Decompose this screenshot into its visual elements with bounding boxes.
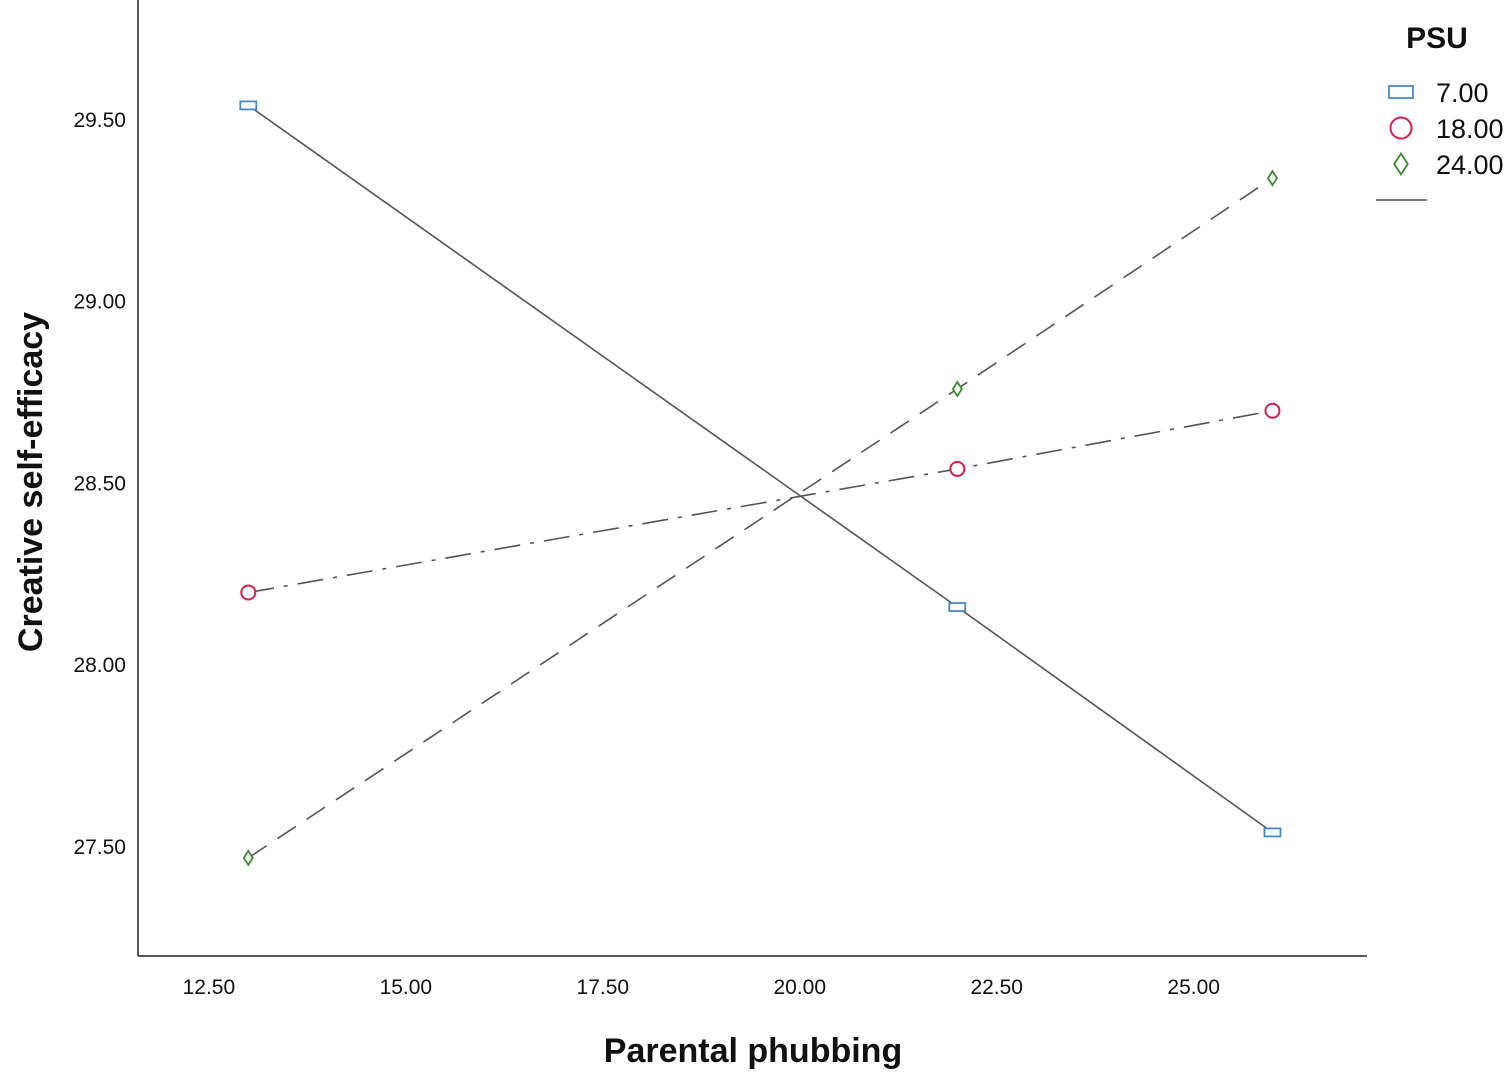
legend-title: PSU <box>1406 22 1468 55</box>
x-axis-title: Parental phubbing <box>604 1032 902 1070</box>
legend-label-0: 7.00 <box>1436 78 1489 108</box>
data-point-marker-series-1 <box>1264 402 1281 419</box>
y-tick-label: 27.50 <box>73 836 126 859</box>
x-tick-label: 25.00 <box>1167 976 1220 999</box>
legend-marker-1 <box>1389 116 1413 140</box>
data-point-marker-series-1 <box>240 584 257 601</box>
legend-marker-2 <box>1393 151 1409 177</box>
x-tick-label: 20.00 <box>773 976 826 999</box>
data-point-marker-series-0 <box>948 602 967 612</box>
data-point-marker-series-0 <box>239 100 258 111</box>
legend-items: 7.00 18.00 24.00 <box>1388 78 1504 180</box>
series-line-0 <box>247 104 1273 834</box>
x-tick-label: 12.50 <box>183 976 236 999</box>
y-tick-label: 28.50 <box>73 472 126 495</box>
legend-label-1: 18.00 <box>1436 114 1504 144</box>
legend-label-2: 24.00 <box>1436 150 1504 180</box>
x-tick-label: 17.50 <box>577 976 630 999</box>
data-point-marker-series-2 <box>242 849 254 867</box>
x-tick-label: 22.50 <box>970 976 1023 999</box>
x-tick-labels: 12.50 15.00 17.50 20.00 22.50 25.00 <box>183 976 1220 999</box>
y-tick-label: 29.50 <box>73 109 126 132</box>
y-axis-title: Creative self-efficacy <box>12 312 50 652</box>
series-line-2 <box>247 177 1273 859</box>
y-tick-labels: 27.50 28.00 28.50 29.00 29.50 <box>73 109 126 859</box>
data-point-marker-series-2 <box>951 380 963 398</box>
x-tick-label: 15.00 <box>380 976 433 999</box>
y-tick-label: 28.00 <box>73 654 126 677</box>
legend-marker-0 <box>1388 85 1414 99</box>
series-markers <box>239 100 1282 867</box>
legend: PSU 7.00 18.00 24.00 <box>1376 22 1504 201</box>
data-point-marker-series-2 <box>1266 169 1279 187</box>
data-point-marker-series-1 <box>949 460 966 477</box>
data-point-marker-series-0 <box>1263 827 1282 838</box>
series-lines <box>247 104 1273 859</box>
series-line-1 <box>248 410 1273 594</box>
y-tick-label: 29.00 <box>73 291 126 314</box>
axes <box>137 0 1367 957</box>
